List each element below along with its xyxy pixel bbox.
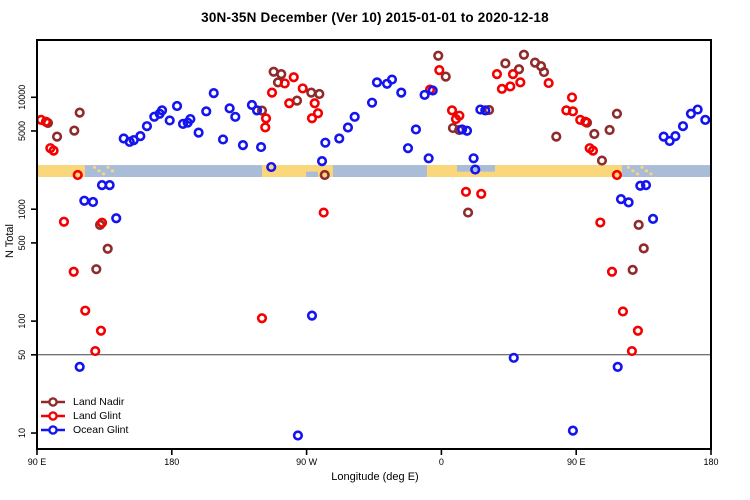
svg-text:50: 50 xyxy=(17,350,27,360)
legend-label: Land Glint xyxy=(73,410,121,422)
svg-text:100: 100 xyxy=(17,314,27,329)
legend: Land Nadir Land Glint Ocean Glint xyxy=(40,395,128,437)
svg-text:90 W: 90 W xyxy=(296,457,318,467)
svg-text:90 E: 90 E xyxy=(28,457,47,467)
legend-item-land-nadir: Land Nadir xyxy=(40,395,128,409)
land-nadir-marker-icon xyxy=(41,397,65,407)
svg-text:500: 500 xyxy=(17,235,27,250)
ocean-glint-marker-icon xyxy=(41,425,65,435)
svg-text:10000: 10000 xyxy=(17,85,27,110)
svg-text:10: 10 xyxy=(17,428,27,438)
svg-text:5000: 5000 xyxy=(17,121,27,141)
legend-label: Ocean Glint xyxy=(73,424,129,436)
svg-text:1000: 1000 xyxy=(17,199,27,219)
legend-label: Land Nadir xyxy=(73,396,125,408)
svg-text:90 E: 90 E xyxy=(567,457,586,467)
legend-item-land-glint: Land Glint xyxy=(40,409,128,423)
chart-title: 30N-35N December (Ver 10) 2015-01-01 to … xyxy=(201,10,549,25)
svg-text:180: 180 xyxy=(703,457,718,467)
svg-text:180: 180 xyxy=(164,457,179,467)
legend-item-ocean-glint: Ocean Glint xyxy=(40,423,128,437)
land-glint-marker-icon xyxy=(41,411,65,421)
x-axis-label: Longitude (deg E) xyxy=(331,471,419,483)
svg-text:0: 0 xyxy=(439,457,444,467)
